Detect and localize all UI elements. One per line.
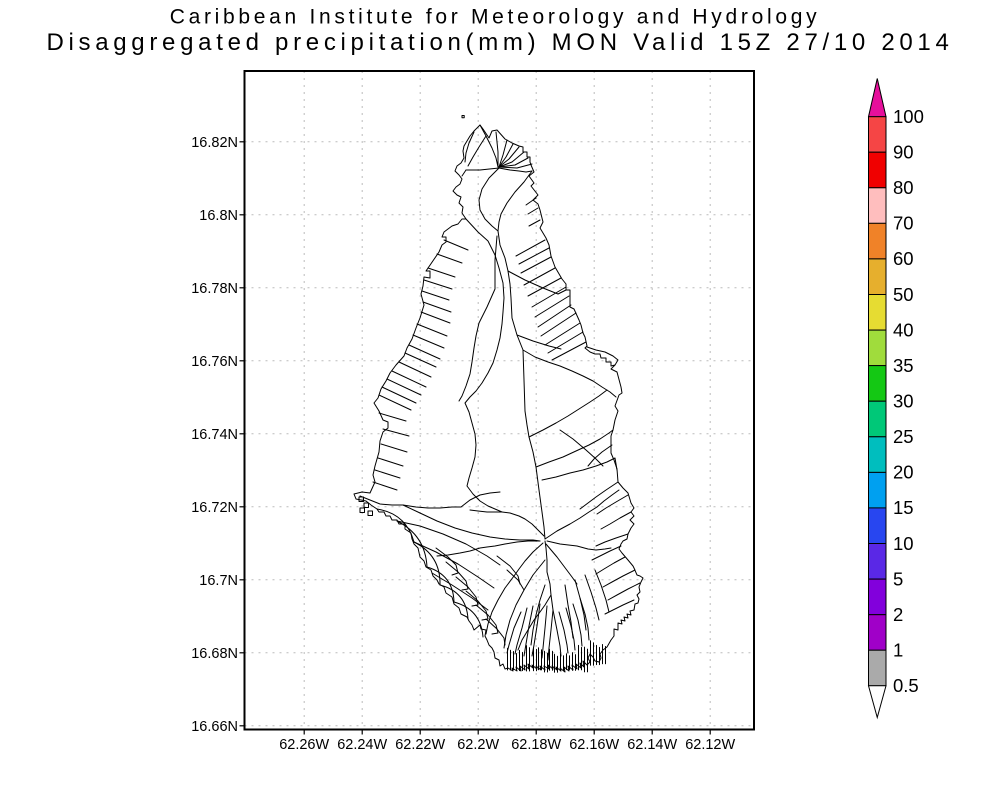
svg-text:Disaggregated precipitation(mm: Disaggregated precipitation(mm) MON Vali… — [46, 29, 953, 56]
svg-text:16.78N: 16.78N — [191, 281, 238, 297]
svg-text:20: 20 — [893, 462, 914, 483]
svg-text:30: 30 — [893, 391, 914, 412]
svg-text:35: 35 — [893, 355, 914, 376]
svg-text:40: 40 — [893, 319, 914, 340]
svg-text:62.16W: 62.16W — [569, 737, 619, 753]
svg-text:60: 60 — [893, 248, 914, 269]
svg-text:62.12W: 62.12W — [685, 737, 735, 753]
svg-text:62.18W: 62.18W — [511, 737, 561, 753]
svg-text:100: 100 — [893, 106, 924, 127]
svg-text:16.8N: 16.8N — [199, 208, 238, 224]
svg-text:1: 1 — [893, 640, 903, 661]
svg-text:62.2W: 62.2W — [457, 737, 499, 753]
svg-text:16.68N: 16.68N — [191, 646, 238, 662]
svg-text:50: 50 — [893, 284, 914, 305]
svg-text:70: 70 — [893, 213, 914, 234]
svg-text:62.24W: 62.24W — [337, 737, 387, 753]
svg-text:16.82N: 16.82N — [191, 135, 238, 151]
svg-text:25: 25 — [893, 426, 914, 447]
svg-text:5: 5 — [893, 568, 903, 589]
svg-text:16.72N: 16.72N — [191, 500, 238, 516]
svg-text:15: 15 — [893, 497, 914, 518]
svg-text:80: 80 — [893, 177, 914, 198]
svg-text:62.26W: 62.26W — [279, 737, 329, 753]
svg-text:16.7N: 16.7N — [199, 573, 238, 589]
svg-text:62.22W: 62.22W — [395, 737, 445, 753]
svg-text:90: 90 — [893, 142, 914, 163]
svg-text:Caribbean Institute for Meteor: Caribbean Institute for Meteorology and … — [170, 6, 821, 29]
svg-text:16.66N: 16.66N — [191, 719, 238, 735]
svg-text:2: 2 — [893, 604, 903, 625]
svg-text:62.14W: 62.14W — [627, 737, 677, 753]
svg-text:16.74N: 16.74N — [191, 427, 238, 443]
svg-text:16.76N: 16.76N — [191, 354, 238, 370]
svg-text:10: 10 — [893, 533, 914, 554]
svg-text:0.5: 0.5 — [893, 675, 919, 696]
